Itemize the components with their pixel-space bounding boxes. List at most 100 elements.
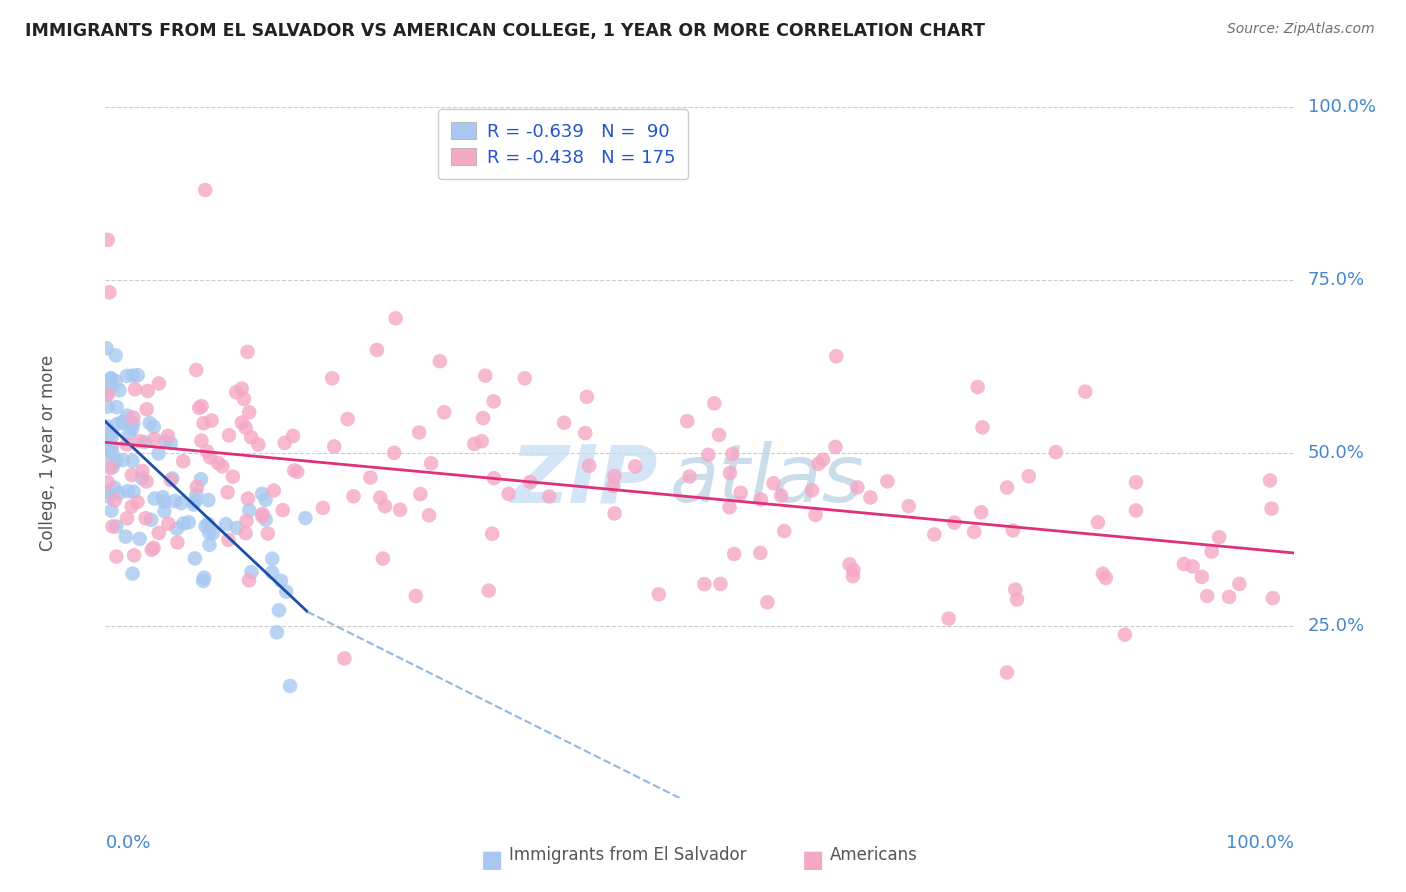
Point	[274, 435, 297, 450]
Point	[247, 437, 270, 451]
Point	[1095, 571, 1118, 585]
Point	[160, 436, 183, 450]
Point	[143, 432, 166, 446]
Point	[98, 285, 121, 300]
Point	[374, 500, 396, 514]
Point	[384, 311, 406, 326]
Point	[693, 577, 716, 591]
Point	[624, 459, 647, 474]
Point	[198, 538, 221, 552]
Point	[100, 461, 122, 475]
Point	[231, 382, 253, 396]
Point	[482, 471, 505, 485]
Point	[193, 417, 215, 431]
Text: College, 1 year or more: College, 1 year or more	[39, 355, 58, 550]
Point	[96, 449, 118, 463]
Point	[648, 587, 671, 601]
Point	[231, 416, 253, 430]
Text: Americans: Americans	[830, 846, 918, 864]
Point	[177, 516, 200, 530]
Point	[366, 343, 388, 357]
Point	[811, 452, 834, 467]
Point	[538, 490, 561, 504]
Point	[121, 422, 143, 436]
Point	[1191, 570, 1213, 584]
Point	[842, 569, 865, 583]
Point	[513, 371, 536, 385]
Point	[1087, 516, 1109, 530]
Point	[250, 487, 273, 501]
Point	[270, 574, 292, 588]
Point	[266, 625, 288, 640]
Point	[995, 665, 1018, 680]
Point	[139, 513, 162, 527]
Text: 75.0%: 75.0%	[1308, 271, 1365, 289]
Point	[804, 508, 827, 522]
Point	[1181, 559, 1204, 574]
Point	[105, 453, 128, 467]
Point	[801, 483, 824, 498]
Point	[194, 183, 217, 197]
Point	[718, 500, 741, 515]
Point	[1004, 582, 1026, 597]
Point	[97, 426, 120, 441]
Point	[104, 493, 127, 508]
Point	[101, 439, 124, 453]
Point	[240, 430, 263, 444]
Point	[709, 577, 731, 591]
Point	[121, 454, 143, 468]
Point	[96, 400, 118, 414]
Point	[139, 416, 162, 430]
Point	[117, 484, 139, 499]
Text: atlas: atlas	[669, 442, 865, 519]
Point	[1114, 627, 1136, 641]
Point	[1258, 474, 1281, 488]
Point	[97, 475, 120, 490]
Point	[842, 563, 865, 577]
Point	[420, 456, 443, 470]
Point	[418, 508, 440, 523]
Point	[773, 524, 796, 538]
Point	[336, 412, 359, 426]
Point	[190, 434, 212, 448]
Point	[262, 566, 284, 580]
Point	[172, 454, 194, 468]
Text: ■: ■	[801, 848, 824, 872]
Point	[115, 437, 138, 451]
Point	[749, 546, 772, 560]
Text: 100.0%: 100.0%	[1308, 98, 1376, 116]
Point	[183, 498, 205, 512]
Point	[278, 679, 301, 693]
Point	[100, 431, 122, 445]
Point	[143, 491, 166, 506]
Point	[225, 521, 247, 535]
Point	[236, 344, 259, 359]
Point	[389, 502, 412, 516]
Point	[159, 473, 181, 487]
Point	[409, 487, 432, 501]
Point	[238, 405, 260, 419]
Point	[96, 386, 118, 401]
Point	[1074, 384, 1097, 399]
Point	[602, 479, 624, 493]
Point	[201, 413, 224, 427]
Point	[408, 425, 430, 440]
Text: ■: ■	[481, 848, 503, 872]
Point	[100, 425, 122, 440]
Point	[222, 469, 245, 483]
Point	[186, 487, 208, 501]
Point	[254, 492, 277, 507]
Point	[1125, 475, 1147, 490]
Point	[173, 516, 195, 531]
Point	[100, 371, 122, 385]
Point	[1005, 592, 1028, 607]
Point	[162, 471, 184, 485]
Point	[197, 516, 219, 531]
Point	[1173, 557, 1195, 571]
Point	[707, 428, 730, 442]
Point	[188, 401, 211, 415]
Point	[240, 565, 263, 579]
Point	[371, 551, 394, 566]
Point	[200, 450, 222, 465]
Point	[184, 551, 207, 566]
